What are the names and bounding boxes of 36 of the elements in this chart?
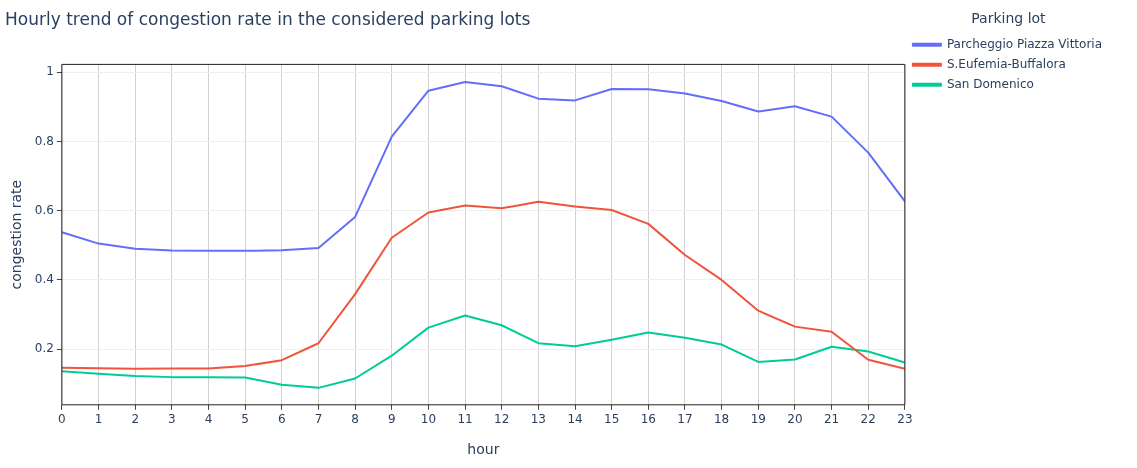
x-axis-title: hour (467, 441, 500, 458)
y-tick-label: 0.4 (34, 272, 54, 287)
x-tick-label: 10 (420, 412, 437, 427)
x-tick-label: 11 (457, 412, 473, 427)
legend-title: Parking lot (971, 9, 1047, 26)
x-tick-label: 12 (494, 412, 510, 427)
x-tick-label: 20 (787, 412, 803, 427)
y-tick-label: 0.2 (34, 341, 54, 356)
x-tick-label: 4 (204, 412, 213, 427)
x-tick-label: 7 (314, 412, 323, 427)
x-tick-label: 13 (530, 412, 547, 427)
y-axis-title: congestion rate (8, 179, 25, 290)
x-tick-label: 3 (168, 412, 176, 427)
legend-label: Parcheggio Piazza Vittoria (946, 36, 1102, 51)
x-tick-label: 5 (241, 412, 249, 427)
x-tick-label: 1 (94, 412, 103, 427)
x-tick-label: 19 (750, 412, 766, 427)
x-tick-label: 18 (713, 412, 730, 427)
legend-label: San Domenico (946, 76, 1034, 91)
x-tick-label: 6 (277, 412, 286, 427)
x-tick-label: 9 (387, 412, 396, 427)
legend-label: S.Eufemia-Buffalora (946, 56, 1066, 71)
x-tick-label: 8 (351, 412, 359, 427)
x-tick-label: 15 (604, 412, 620, 427)
x-tick-label: 2 (131, 412, 140, 427)
y-tick-label: 0.6 (34, 202, 54, 217)
x-tick-label: 16 (640, 412, 656, 427)
x-tick-label: 21 (823, 412, 840, 427)
y-tick-label: 0.8 (34, 133, 54, 148)
x-tick-label: 17 (677, 412, 693, 427)
chart-title: Hourly trend of congestion rate in the considered parking lots (5, 8, 531, 29)
x-tick-label: 14 (567, 412, 583, 427)
y-tick-label: 1 (46, 64, 54, 79)
x-tick-label: 0 (58, 412, 66, 427)
x-tick-label: 23 (897, 412, 913, 427)
x-tick-label: 22 (860, 412, 876, 427)
